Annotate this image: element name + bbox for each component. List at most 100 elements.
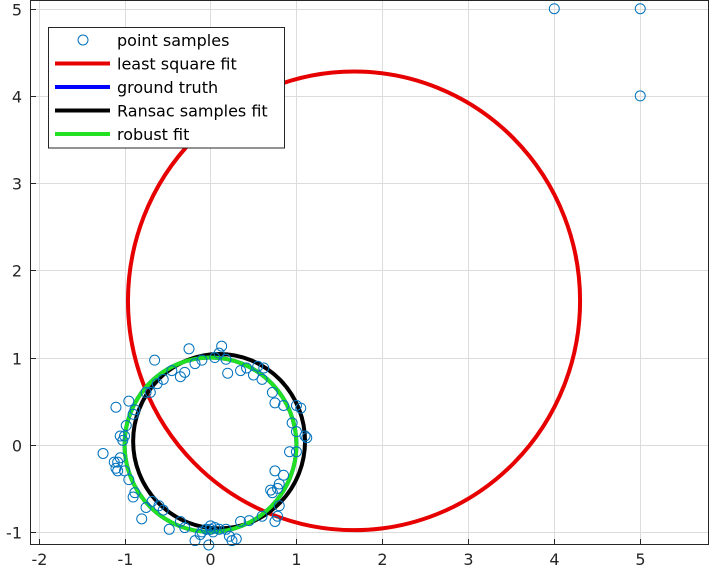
legend-item: robust fit xyxy=(55,125,189,144)
data-point xyxy=(151,378,163,390)
data-point xyxy=(220,523,232,535)
point-samples xyxy=(97,3,646,551)
x-tick-label: 4 xyxy=(549,550,559,569)
legend-label: least square fit xyxy=(117,55,237,74)
legend-item: Ransac samples fit xyxy=(55,102,268,121)
legend-label: Ransac samples fit xyxy=(117,102,268,121)
data-point xyxy=(179,522,191,534)
data-point xyxy=(183,343,195,355)
data-point xyxy=(213,347,225,359)
data-point xyxy=(129,487,141,499)
data-point xyxy=(269,465,281,477)
data-point xyxy=(127,408,139,420)
data-point xyxy=(295,402,307,414)
data-point xyxy=(299,430,311,442)
data-point xyxy=(290,446,302,458)
data-point xyxy=(290,426,302,438)
x-tick-label: 1 xyxy=(291,550,301,569)
data-point xyxy=(634,90,646,102)
data-point xyxy=(140,502,152,514)
data-point xyxy=(140,386,152,398)
data-point xyxy=(634,3,646,15)
data-point xyxy=(286,417,298,429)
data-point xyxy=(258,362,270,374)
data-point xyxy=(269,515,281,527)
data-point xyxy=(256,373,268,385)
data-point xyxy=(301,432,313,444)
x-tick-label: -1 xyxy=(118,550,134,569)
y-tick-label: 2 xyxy=(12,262,22,281)
data-point xyxy=(97,447,109,459)
data-point xyxy=(174,515,186,527)
data-point xyxy=(166,365,178,377)
axes-frame xyxy=(30,0,709,545)
y-tick-label: -1 xyxy=(6,524,22,543)
data-point xyxy=(216,340,228,352)
data-point xyxy=(266,386,278,398)
data-point xyxy=(146,495,158,507)
axis-ticks xyxy=(30,9,641,545)
data-point xyxy=(114,430,126,442)
data-point xyxy=(189,358,201,370)
data-point xyxy=(110,401,122,413)
x-tick-label: 0 xyxy=(205,550,215,569)
y-tick-label: 0 xyxy=(12,437,22,456)
data-point xyxy=(247,369,259,381)
data-point xyxy=(189,535,201,547)
y-tick-label: 3 xyxy=(12,175,22,194)
data-point xyxy=(252,360,264,372)
x-tick-label: -2 xyxy=(32,550,48,569)
legend-item: least square fit xyxy=(55,55,237,74)
y-tick-labels: -1 0 1 2 3 4 5 xyxy=(6,1,22,543)
data-point xyxy=(163,523,175,535)
data-point xyxy=(278,469,290,481)
data-point xyxy=(179,366,191,378)
data-point xyxy=(548,3,560,15)
data-point xyxy=(284,446,296,458)
data-point xyxy=(196,354,208,366)
data-point xyxy=(256,510,268,522)
data-point xyxy=(174,371,186,383)
data-point xyxy=(157,373,169,385)
data-point xyxy=(196,526,208,538)
data-point xyxy=(110,462,122,474)
data-point xyxy=(222,367,234,379)
data-point xyxy=(120,420,132,432)
data-point xyxy=(207,526,219,538)
y-tick-label: 4 xyxy=(12,88,22,107)
legend-items: point samples least square fit ground trut… xyxy=(55,31,268,144)
data-point xyxy=(273,500,285,512)
data-point xyxy=(123,395,135,407)
x-tick-label: 2 xyxy=(377,550,387,569)
data-point xyxy=(119,465,131,477)
data-point xyxy=(241,362,253,374)
legend-label: ground truth xyxy=(117,78,218,97)
data-point xyxy=(119,430,131,442)
legend-label: robust fit xyxy=(117,125,189,144)
y-tick-label: 5 xyxy=(12,1,22,20)
x-tick-labels: -2 -1 0 1 2 3 4 5 xyxy=(32,550,646,569)
data-point xyxy=(243,515,255,527)
data-point xyxy=(265,484,277,496)
x-tick-label: 3 xyxy=(463,550,473,569)
data-point xyxy=(223,530,235,542)
data-point xyxy=(144,386,156,398)
legend-item: ground truth xyxy=(55,78,218,97)
data-point xyxy=(149,354,161,366)
data-point xyxy=(266,487,278,499)
x-tick-label: 5 xyxy=(635,550,645,569)
data-point xyxy=(209,352,221,364)
legend-label: point samples xyxy=(117,31,229,50)
data-point xyxy=(269,397,281,409)
data-point xyxy=(112,465,124,477)
data-point xyxy=(204,523,216,535)
y-tick-label: 1 xyxy=(12,350,22,369)
legend: point samples least square fit ground trut… xyxy=(48,27,285,149)
data-point xyxy=(235,515,247,527)
data-point xyxy=(278,399,290,411)
data-point xyxy=(220,353,232,365)
legend-marker xyxy=(77,34,89,46)
data-point xyxy=(112,456,124,468)
least-square-fit-circle xyxy=(125,69,583,533)
